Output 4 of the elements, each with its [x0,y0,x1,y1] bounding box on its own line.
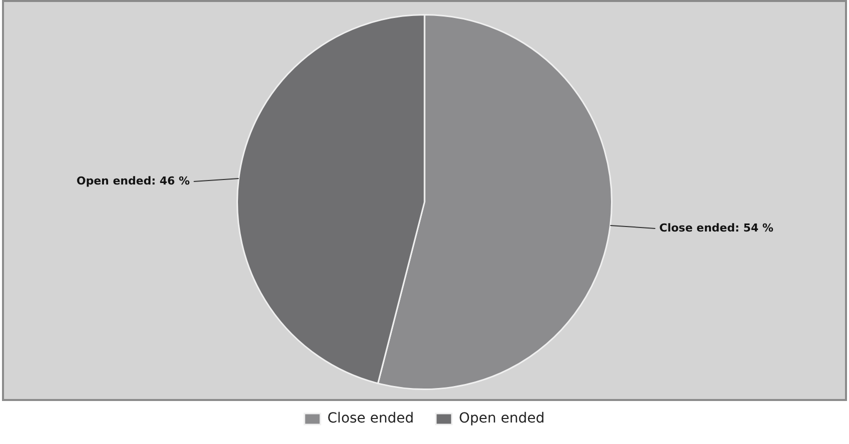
legend-label: Open ended [458,410,545,427]
legend-label: Close ended [327,410,414,427]
data-label: Open ended: 46 % [76,174,190,188]
data-label: Close ended: 54 % [659,221,774,234]
